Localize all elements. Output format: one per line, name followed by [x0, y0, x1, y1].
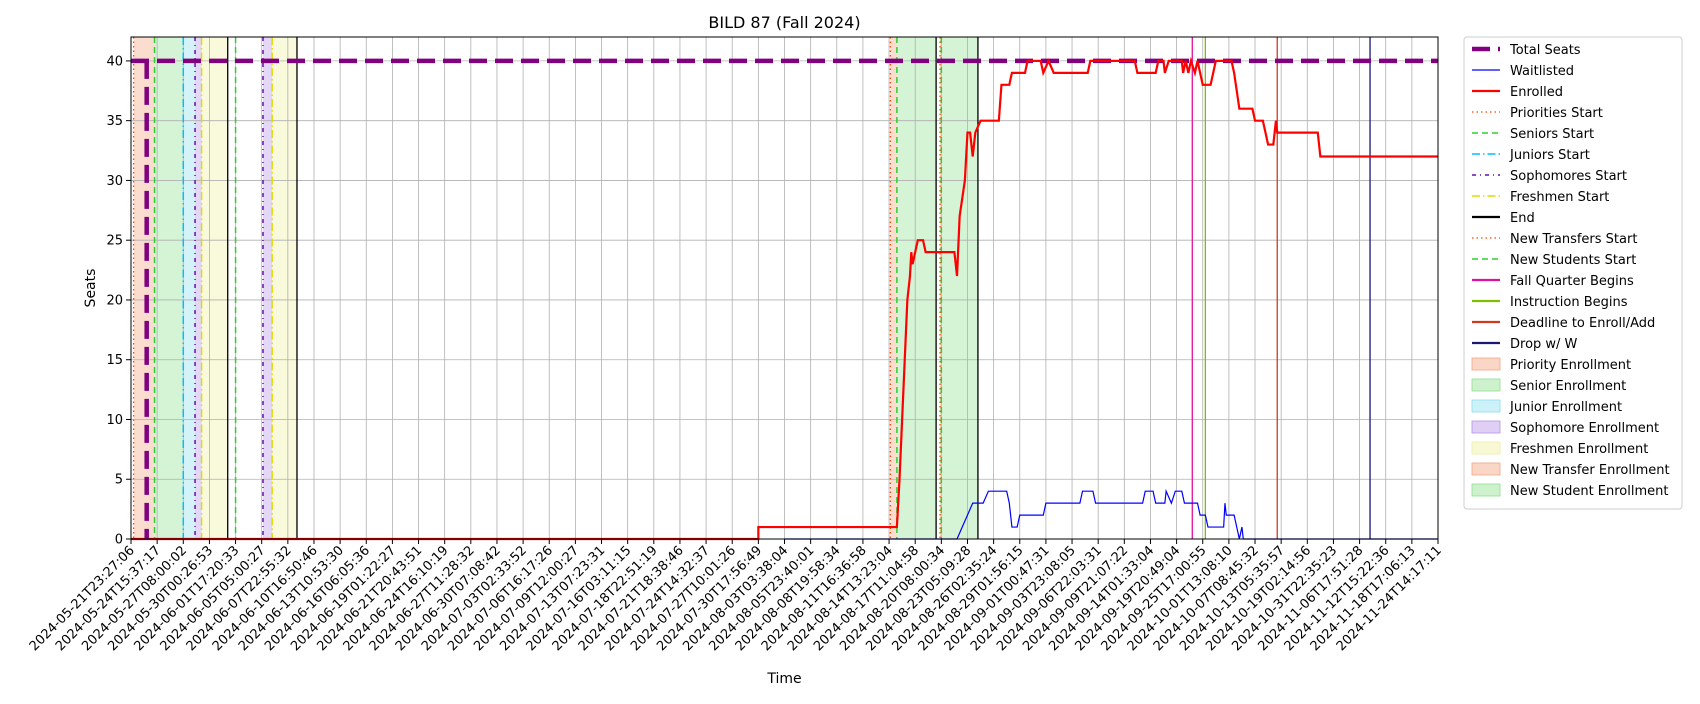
span-priority-enrollment [133, 37, 155, 539]
legend-label: Freshmen Start [1510, 190, 1609, 205]
x-axis-ticks: 2024-05-21T23:27:062024-05-24T15:37:1720… [27, 539, 1445, 654]
legend-label: Freshmen Enrollment [1510, 442, 1648, 457]
legend-swatch [1471, 441, 1501, 455]
legend-label: Drop w/ W [1510, 337, 1578, 352]
legend-box [1463, 36, 1683, 510]
series-lines [131, 56, 1438, 541]
y-tick-label: 35 [106, 114, 123, 129]
legend-label: New Transfers Start [1510, 232, 1637, 247]
enrollment-spans [133, 37, 978, 539]
span-sophomore-enrollment [263, 37, 273, 539]
legend-label: Juniors Start [1509, 148, 1590, 163]
y-tick-label: 20 [106, 293, 123, 308]
y-tick-label: 15 [106, 353, 123, 368]
span-senior-enrollment [154, 37, 184, 539]
y-axis-ticks: 0 5 10 15 20 25 30 35 40 [106, 54, 131, 548]
legend-swatch [1471, 462, 1501, 476]
legend-label: New Student Enrollment [1510, 484, 1668, 499]
span-priority-enrollment [890, 37, 897, 539]
legend-label: Junior Enrollment [1509, 400, 1622, 415]
legend: Total Seats Waitlisted Enrolled Priorities … [1463, 36, 1683, 510]
legend-label: Waitlisted [1510, 64, 1574, 79]
legend-label: Fall Quarter Begins [1510, 274, 1634, 289]
y-tick-label: 25 [106, 234, 123, 249]
legend-swatch [1471, 399, 1501, 413]
legend-label: Priorities Start [1510, 106, 1603, 121]
legend-label: Sophomores Start [1510, 169, 1627, 184]
legend-swatch [1471, 483, 1501, 497]
legend-label: Instruction Begins [1510, 295, 1628, 310]
legend-label: Sophomore Enrollment [1510, 421, 1659, 436]
x-axis-label: Time [766, 671, 801, 687]
y-tick-label: 5 [115, 473, 123, 488]
series-waitlisted [784, 488, 1438, 540]
event-markers [132, 37, 1371, 539]
series-enrolled [131, 56, 1438, 541]
span-freshmen-enrollment [201, 37, 228, 539]
span-new-student-enrollment [941, 37, 978, 539]
legend-swatch [1471, 420, 1501, 434]
legend-label: Deadline to Enroll/Add [1510, 316, 1655, 331]
y-tick-label: 40 [106, 54, 123, 69]
span-senior-enrollment [896, 37, 937, 539]
legend-label: Priority Enrollment [1510, 358, 1631, 373]
legend-label: Enrolled [1510, 85, 1563, 100]
legend-swatch [1471, 378, 1501, 392]
y-tick-label: 10 [106, 413, 123, 428]
chart-title: BILD 87 (Fall 2024) [708, 13, 860, 32]
legend-label: Senior Enrollment [1510, 379, 1626, 394]
grid-lines [130, 37, 1439, 540]
legend-label: End [1510, 211, 1535, 226]
y-axis-label: Seats [83, 269, 99, 308]
span-sophomore-enrollment [195, 37, 202, 539]
legend-swatch [1471, 357, 1501, 371]
legend-label: Seniors Start [1510, 127, 1594, 142]
span-junior-enrollment [183, 37, 196, 539]
legend-label: New Students Start [1510, 253, 1636, 268]
y-tick-label: 30 [106, 174, 123, 189]
y-tick-label: 0 [115, 533, 123, 548]
span-freshmen-enrollment [272, 37, 297, 539]
legend-label: Total Seats [1509, 43, 1581, 58]
legend-label: New Transfer Enrollment [1510, 463, 1670, 478]
